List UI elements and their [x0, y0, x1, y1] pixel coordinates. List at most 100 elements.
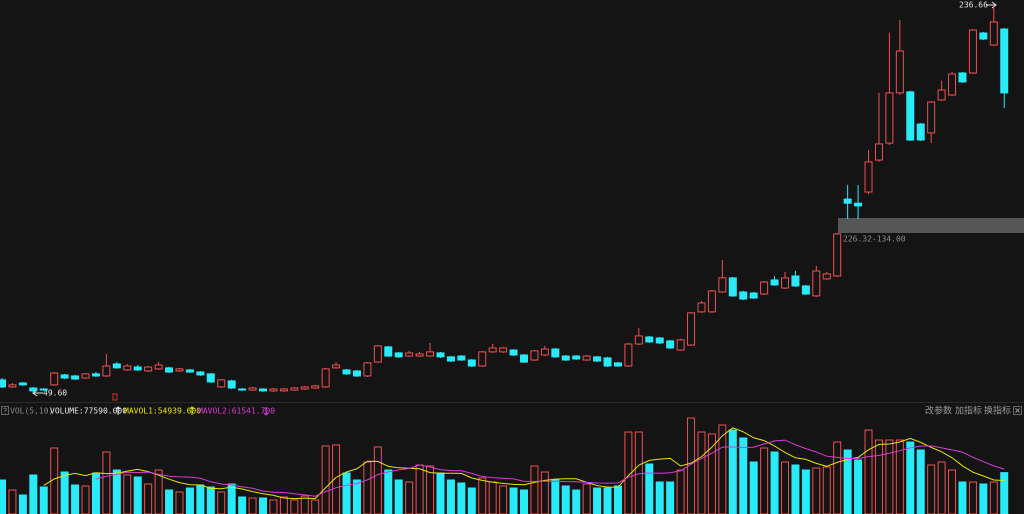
volume-bar [185, 487, 194, 514]
candle-body [937, 89, 946, 101]
volume-bar [666, 481, 675, 514]
add-indicator-button[interactable]: 加指标 [955, 405, 982, 417]
candle-body [833, 233, 842, 277]
edit-params-button[interactable]: 改参数 [925, 405, 952, 417]
volume-bar [916, 449, 925, 514]
mavol2-arrow [263, 407, 269, 416]
candle-body [613, 362, 622, 367]
volume-bar [227, 483, 236, 514]
volume-bar [603, 487, 612, 514]
candle-body [676, 339, 685, 351]
candle-body [112, 363, 121, 369]
candle-body [394, 352, 403, 358]
volume-bar [833, 441, 842, 514]
help-icon[interactable] [1, 406, 9, 415]
candle-body [467, 359, 476, 367]
candle-body [446, 356, 455, 362]
candle-body [405, 352, 414, 357]
candle-body [290, 387, 299, 391]
candle-body [352, 370, 361, 377]
candle-body [206, 373, 215, 383]
candle-body [332, 364, 341, 369]
volume-bar [123, 474, 132, 514]
candle-body [749, 292, 758, 299]
volume-bar [645, 463, 654, 514]
candle-body [39, 388, 48, 391]
volume-bar [843, 449, 852, 514]
candle-body [916, 123, 925, 141]
volume-bar [300, 495, 309, 514]
volume-bar [91, 472, 100, 514]
vol-title: VOL(5,10) [10, 407, 53, 416]
candle-body [238, 388, 247, 391]
candle-body [321, 368, 330, 388]
volume-bar [958, 481, 967, 514]
volume-bar [749, 461, 758, 514]
volume-bar [363, 461, 372, 514]
volume-bar [133, 476, 142, 514]
candle-body [123, 365, 132, 371]
candle-body [269, 388, 278, 392]
candle-body [843, 198, 852, 204]
candle-body [770, 279, 779, 286]
volume-bar [71, 484, 80, 514]
volume-bar [593, 487, 602, 514]
volume-bar [0, 479, 6, 514]
candle-body [540, 348, 549, 356]
candle-body [71, 375, 80, 380]
low-label: 49.60 [43, 389, 67, 398]
volume-bar [739, 437, 748, 514]
candle-body [801, 285, 810, 295]
high-label: 236.66 [959, 1, 988, 10]
candle-body [885, 92, 894, 144]
switch-indicator-button[interactable]: 换指标 [984, 405, 1011, 417]
volume-bar [540, 471, 549, 514]
volume-bar [446, 479, 455, 514]
candle-body [895, 50, 904, 94]
candle-body [697, 302, 706, 313]
candle-body [196, 371, 205, 376]
volume-bar [551, 479, 560, 514]
candle-body [248, 387, 257, 391]
candle-body [958, 72, 967, 83]
volume-bar [60, 471, 69, 514]
candle-body [426, 351, 435, 357]
volume-bar [467, 487, 476, 514]
close-icon[interactable] [1013, 406, 1022, 415]
candle-body [948, 73, 957, 96]
volume-bar [874, 439, 883, 514]
volume-bar [968, 481, 977, 514]
volume-bar [812, 467, 821, 514]
volume-bar [373, 446, 382, 514]
candle-body [593, 356, 602, 362]
volume-bar [655, 481, 664, 514]
candle-body [185, 369, 194, 373]
candle-body [217, 379, 226, 388]
volume-bar [1000, 472, 1009, 514]
mavol2-label: MAVOL2:61541.700 [198, 407, 275, 416]
volume-bar [906, 441, 915, 514]
mavol1-arrow [189, 406, 195, 415]
volume-bar [989, 481, 998, 514]
volume-bar [801, 469, 810, 514]
volume-bar [165, 489, 174, 514]
volume-bar [572, 489, 581, 514]
volume-bar [676, 469, 685, 514]
volume-bar [718, 424, 727, 514]
candle-body [175, 368, 184, 372]
candle-body [812, 270, 821, 297]
candle-body [133, 366, 142, 371]
candle-body [781, 277, 789, 289]
candle-body [154, 364, 163, 370]
volume-bar [206, 486, 215, 514]
volume-bar [342, 472, 351, 514]
candle-body [373, 345, 382, 363]
candle-body [0, 379, 6, 388]
candle-body [718, 277, 727, 293]
candle-body [854, 202, 863, 207]
candle-body [1000, 28, 1009, 94]
volume-bar [352, 479, 361, 514]
candle-body [436, 352, 445, 358]
volume-bar [321, 445, 330, 514]
